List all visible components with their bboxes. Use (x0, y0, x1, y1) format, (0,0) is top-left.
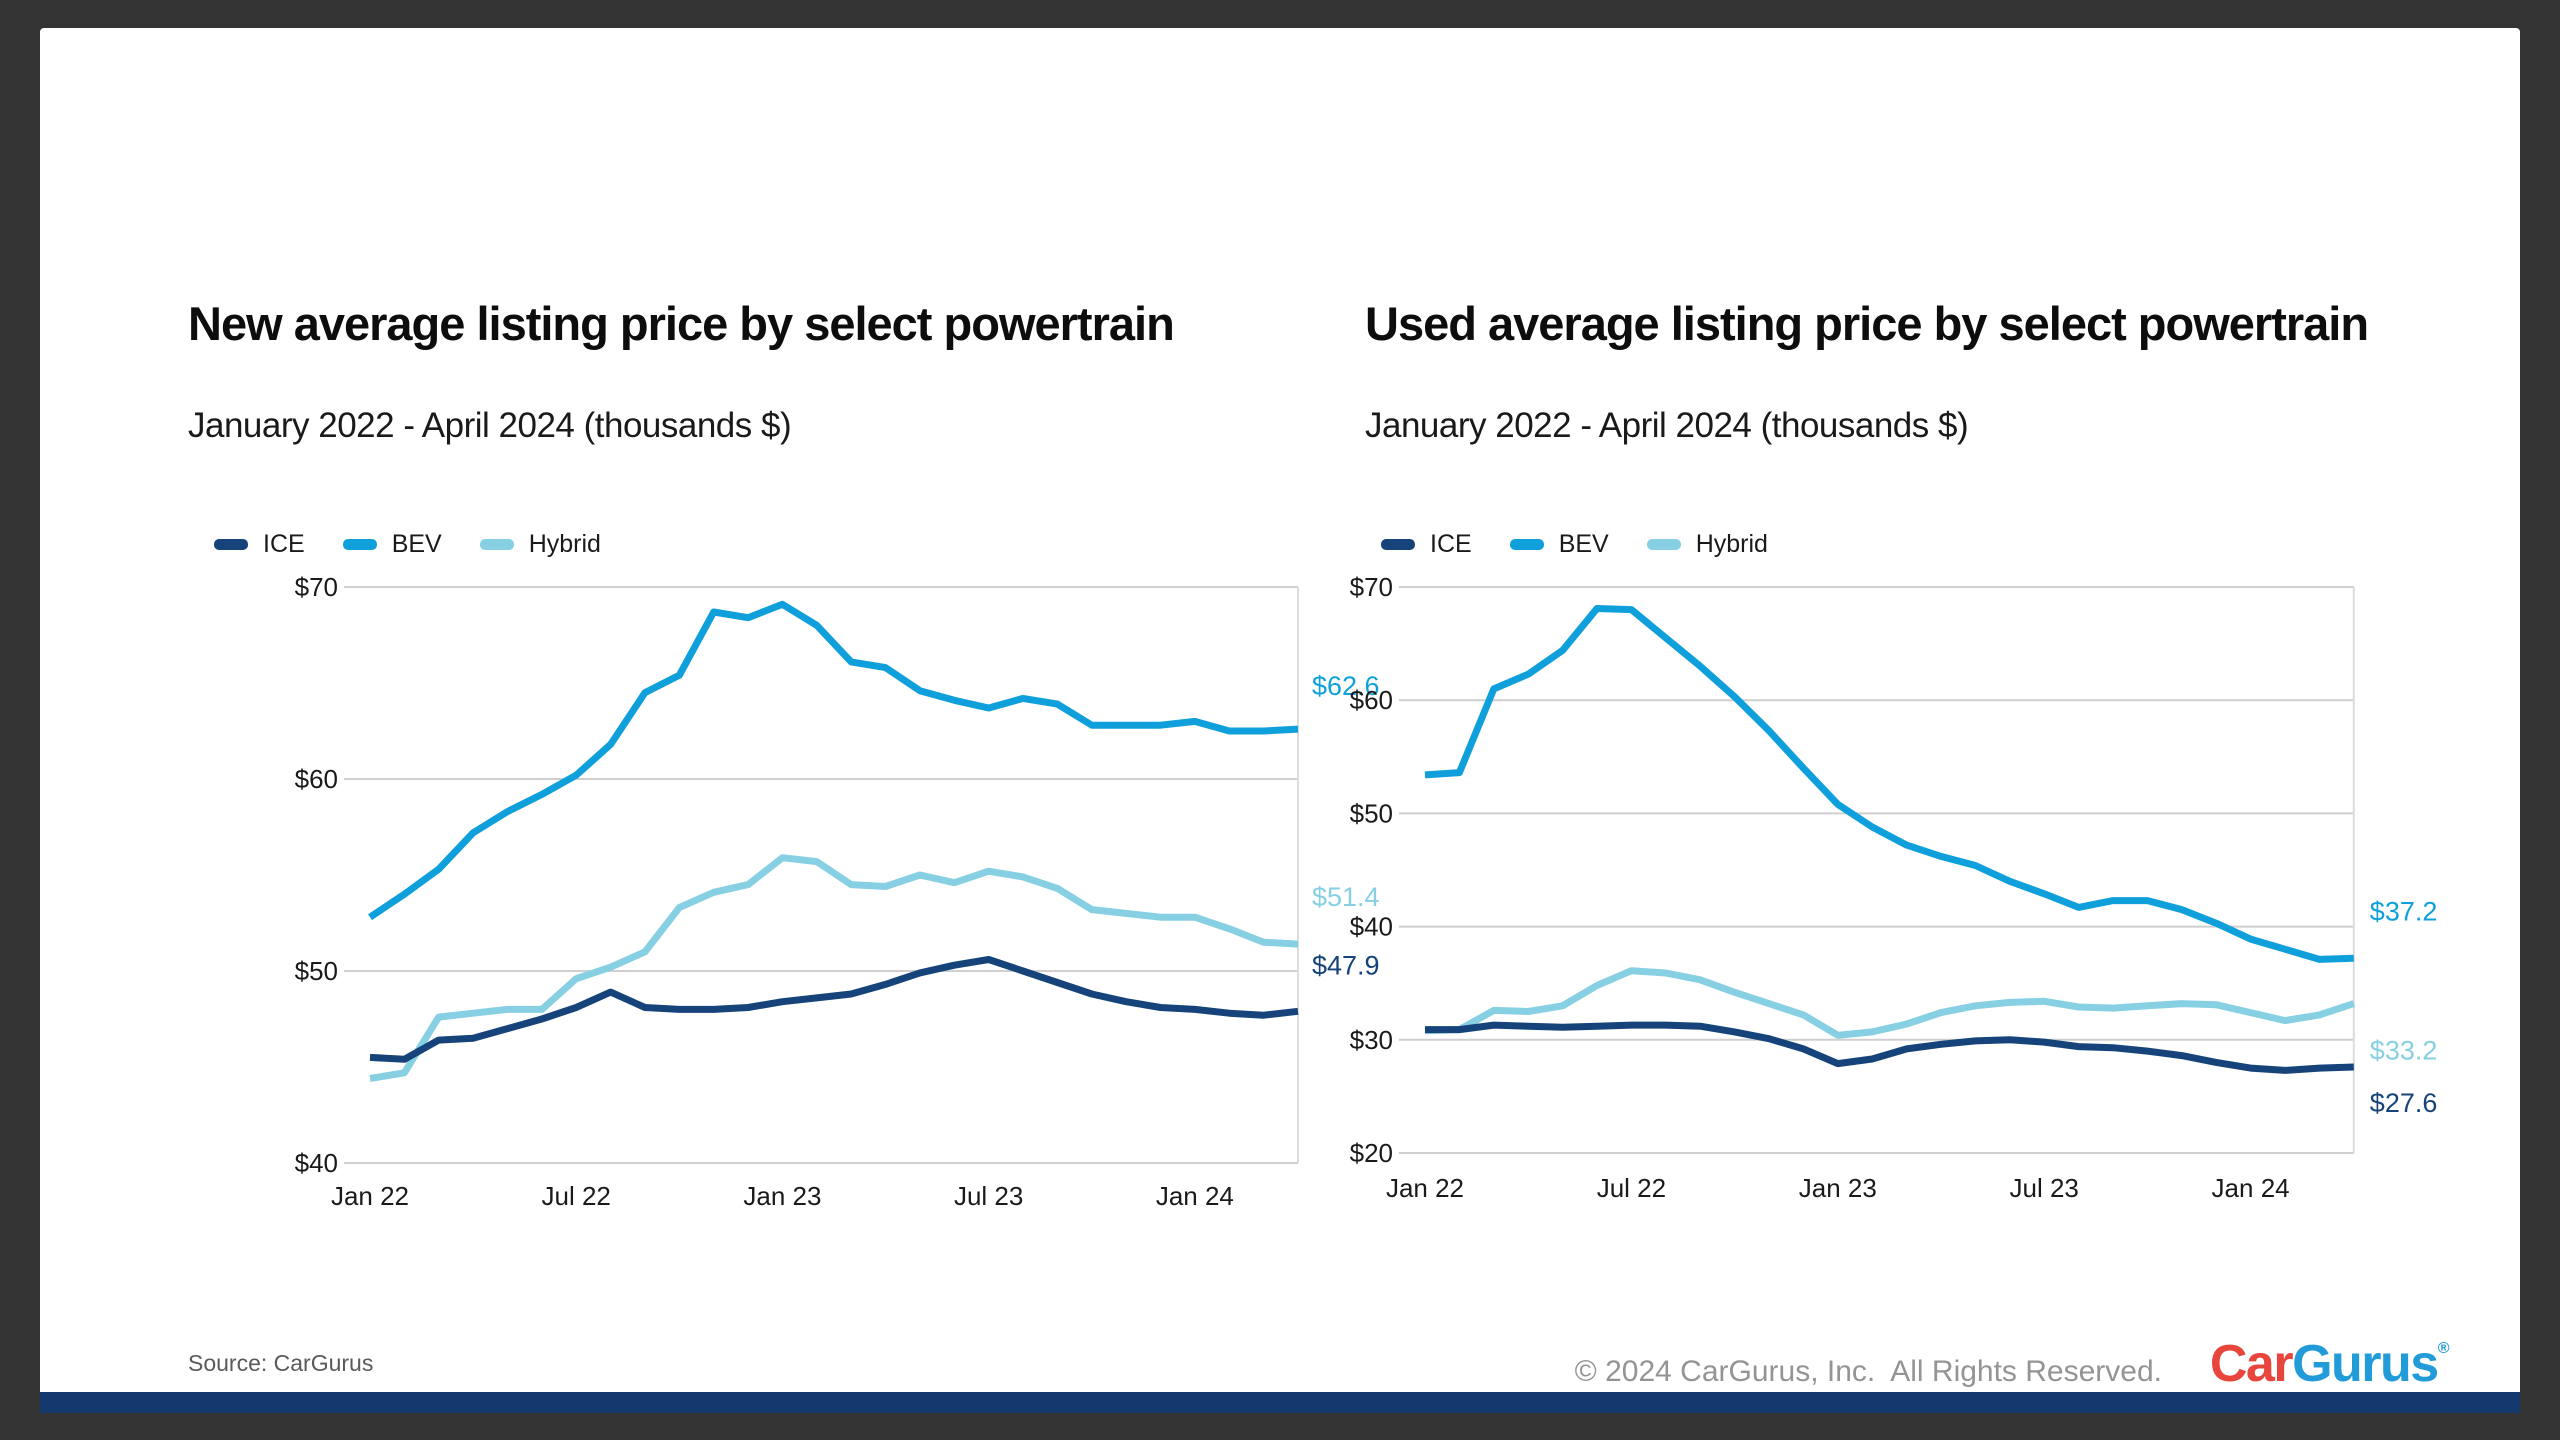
bev-series-line (1424, 605, 2354, 963)
page-title: Used average listing price by select pow… (1365, 297, 2369, 350)
footer-accent-bar (40, 1392, 2520, 1413)
x-axis-tick-label: Jul 23 (954, 1181, 1023, 1211)
x-axis-tick-label: Jul 22 (542, 1181, 611, 1211)
legend-label: BEV (391, 530, 442, 558)
legend-label: Hybrid (528, 530, 601, 558)
hybrid-end-value-label: $51.4 (1312, 882, 1380, 912)
registered-mark-icon: ® (2437, 1340, 2450, 1357)
hybrid-swatch-icon (479, 539, 514, 550)
x-axis-tick-label: Jul 22 (1597, 1173, 1666, 1203)
new-price-chart-block: New average listing price by select powe… (148, 28, 1380, 1328)
y-axis-tick-label: $50 (295, 956, 338, 986)
y-axis-tick-label: $40 (295, 1148, 338, 1178)
chart-subtitle: January 2022 - April 2024 (thousands $) (1365, 406, 1969, 445)
y-axis-tick-label: $20 (1350, 1138, 1393, 1168)
x-axis-tick-label: Jul 23 (2010, 1173, 2079, 1203)
legend-item-hybrid: Hybrid (479, 530, 601, 559)
hybrid-series-line (369, 854, 1299, 1082)
x-axis-tick-label: Jan 22 (331, 1181, 409, 1211)
ice-end-value-label: $27.6 (2370, 1088, 2438, 1118)
cargurus-logo: CarGurus® (2209, 1334, 2450, 1394)
x-axis-tick-label: Jan 24 (2212, 1173, 2290, 1203)
ice-series-line (1425, 1021, 2354, 1074)
bev-end-value-label: $37.2 (2370, 896, 2438, 926)
legend-item-hybrid: Hybrid (1646, 530, 1768, 559)
x-axis-tick-label: Jan 24 (1156, 1181, 1234, 1211)
y-axis-tick-label: $60 (1350, 685, 1393, 715)
hybrid-swatch-icon (1646, 539, 1681, 550)
logo-gurus-text: Gurus (2292, 1335, 2439, 1393)
legend: ICE BEV Hybrid (214, 530, 601, 559)
legend-label: BEV (1558, 530, 1609, 558)
copyright-note: © 2024 CarGurus, Inc. All Rights Reserve… (1574, 1355, 2162, 1388)
x-axis-tick-label: Jan 22 (1386, 1173, 1464, 1203)
y-axis-tick-label: $40 (1350, 912, 1393, 942)
chart-subtitle: January 2022 - April 2024 (thousands $) (188, 406, 792, 445)
ice-series-line (369, 956, 1299, 1063)
bev-swatch-icon (342, 539, 377, 550)
x-axis-tick-label: Jan 23 (1799, 1173, 1877, 1203)
y-axis-tick-label: $70 (1350, 572, 1393, 602)
bev-swatch-icon (1509, 539, 1544, 550)
legend-item-bev: BEV (342, 530, 442, 559)
bev-series-line (368, 600, 1299, 921)
legend-item-bev: BEV (1509, 530, 1609, 559)
used-price-chart-block: Used average listing price by select pow… (1325, 28, 2545, 1328)
hybrid-series-line (1424, 967, 2355, 1039)
used-price-line-chart: $70 $60 $50 $40 $30 $20 Jan 22 Jul 22 Jan 23 Jul … (1350, 572, 2438, 1203)
y-axis-tick-label: $30 (1350, 1025, 1393, 1055)
legend-label: ICE (1430, 530, 1472, 558)
page-title: New average listing price by select powe… (188, 297, 1175, 350)
x-axis-tick-label: Jan 23 (743, 1181, 821, 1211)
legend-item-ice: ICE (1381, 530, 1472, 559)
ice-swatch-icon (214, 539, 248, 550)
ice-swatch-icon (1381, 539, 1415, 550)
legend: ICE BEV Hybrid (1381, 530, 1768, 559)
legend-item-ice: ICE (214, 530, 305, 559)
y-axis-tick-label: $50 (1350, 798, 1393, 828)
legend-label: Hybrid (1695, 530, 1768, 558)
bev-end-value-label: $62.6 (1312, 671, 1380, 701)
ice-end-value-label: $47.9 (1312, 950, 1380, 980)
hybrid-end-value-label: $33.2 (2370, 1036, 2438, 1066)
y-axis-tick-label: $70 (295, 572, 338, 602)
y-axis-tick-label: $60 (295, 764, 338, 794)
slide-card: New average listing price by select powe… (40, 28, 2520, 1394)
legend-label: ICE (263, 530, 305, 558)
logo-car-text: Car (2209, 1335, 2294, 1393)
source-note: Source: CarGurus (188, 1350, 374, 1376)
